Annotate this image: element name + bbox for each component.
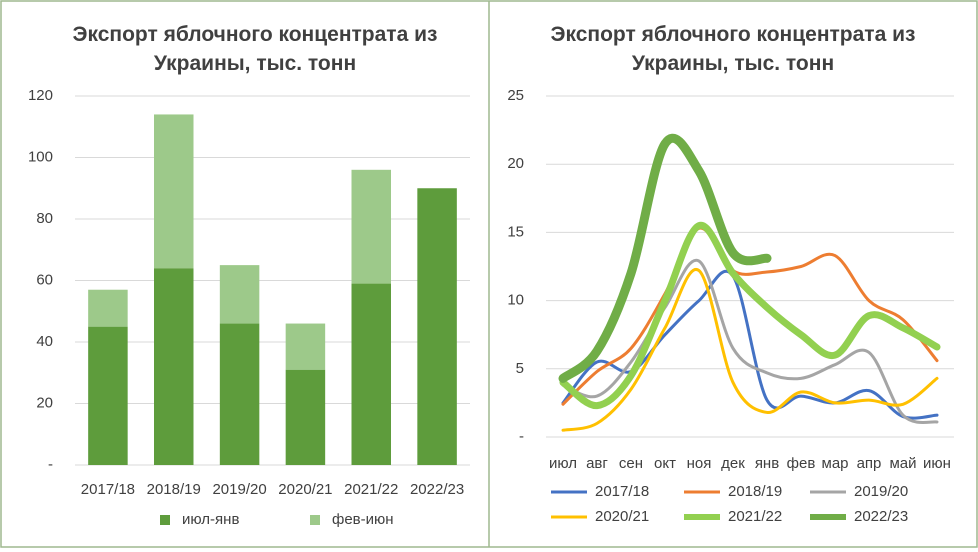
y-tick-label: - <box>519 428 524 445</box>
x-tick-label: ноя <box>687 455 712 472</box>
bar <box>285 323 326 370</box>
bar <box>88 289 128 327</box>
y-tick-label: 120 <box>28 87 53 104</box>
chart-title: Экспорт яблочного концентрата из Украины… <box>72 23 438 75</box>
line <box>561 226 939 406</box>
legend-swatch <box>310 515 320 525</box>
x-tick-label: окт <box>654 455 676 472</box>
legend-label: июл-янв <box>182 511 239 528</box>
y-tick-label: 100 <box>28 148 53 165</box>
x-tick-label: фев <box>787 455 816 472</box>
x-tick-label: дек <box>721 455 745 472</box>
y-tick-label: 60 <box>36 271 53 288</box>
x-tick-label: мар <box>822 455 849 472</box>
y-tick-label: - <box>48 456 53 473</box>
x-tick-label: май <box>889 455 916 472</box>
line <box>561 258 939 425</box>
bar <box>88 326 128 465</box>
x-tick-label: сен <box>619 455 643 472</box>
x-tick-label: июл <box>549 455 577 472</box>
legend-label: 2019/20 <box>854 483 908 500</box>
legend-label: 2020/21 <box>595 508 649 525</box>
bar <box>417 188 457 465</box>
x-tick-label: 2021/22 <box>344 481 398 498</box>
y-tick-label: 40 <box>36 333 53 350</box>
legend-label: фев-июн <box>332 511 394 528</box>
line <box>561 267 939 432</box>
x-tick-label: 2018/19 <box>147 481 201 498</box>
x-tick-label: 2019/20 <box>212 481 266 498</box>
legend-swatch <box>160 515 170 525</box>
y-tick-label: 25 <box>507 87 524 104</box>
y-tick-label: 15 <box>507 223 524 240</box>
y-tick-label: 5 <box>516 360 524 377</box>
legend-label: 2018/19 <box>728 483 782 500</box>
bar <box>351 283 391 465</box>
x-tick-label: 2022/23 <box>410 481 464 498</box>
legend-label: 2021/22 <box>728 508 782 525</box>
legend-label: 2022/23 <box>854 508 908 525</box>
bar <box>351 169 391 284</box>
bar <box>219 323 260 465</box>
x-tick-label: апр <box>857 455 882 472</box>
bar <box>154 268 194 465</box>
bar <box>285 369 326 465</box>
chart-title: Экспорт яблочного концентрата из Украины… <box>550 23 916 75</box>
y-tick-label: 20 <box>36 394 53 411</box>
line <box>558 133 772 383</box>
x-tick-label: 2017/18 <box>81 481 135 498</box>
bar <box>154 114 194 269</box>
x-tick-label: янв <box>755 455 779 472</box>
bar <box>219 265 260 324</box>
x-tick-label: июн <box>923 455 951 472</box>
y-tick-label: 10 <box>507 292 524 309</box>
line <box>559 222 941 410</box>
y-tick-label: 80 <box>36 210 53 227</box>
y-tick-label: 20 <box>507 155 524 172</box>
x-tick-label: авг <box>586 455 608 472</box>
x-tick-label: 2020/21 <box>278 481 332 498</box>
legend-label: 2017/18 <box>595 483 649 500</box>
